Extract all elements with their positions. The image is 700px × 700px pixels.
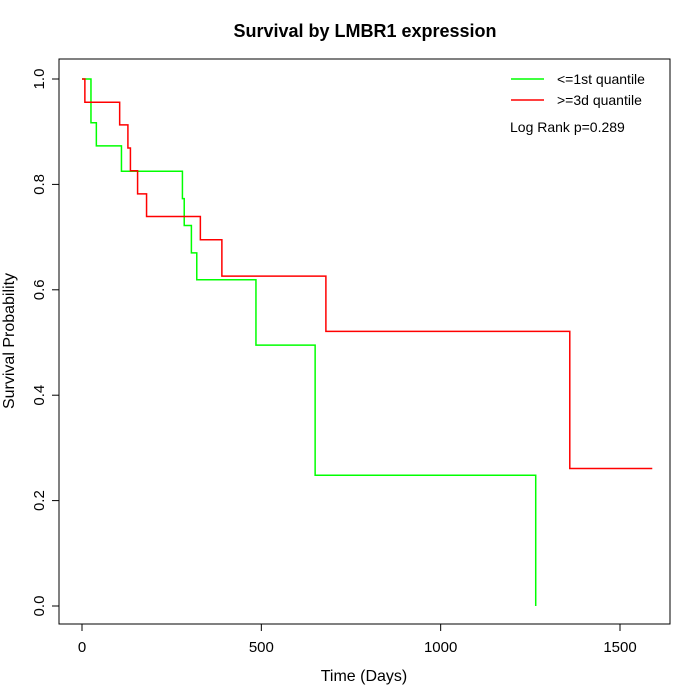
- x-tick-label: 1000: [424, 639, 457, 656]
- series-line-1: [82, 78, 537, 606]
- legend: <=1st quantile >=3d quantile: [511, 71, 645, 108]
- y-tick-label: 1.0: [31, 69, 48, 90]
- x-tick-label: 1500: [603, 639, 636, 656]
- plot-frame: [58, 58, 671, 625]
- y-tick-label: 0.6: [31, 279, 48, 300]
- y-axis-label: Survival Probability: [1, 273, 18, 409]
- legend-label-1: <=1st quantile: [557, 71, 645, 87]
- x-tick-label: 0: [78, 639, 86, 656]
- y-tick-label: 0.0: [31, 596, 48, 617]
- x-axis: 0 500 1000 1500: [78, 623, 637, 656]
- x-axis-label: Time (Days): [321, 668, 408, 685]
- y-axis: 0.0 0.2 0.4 0.6 0.8 1.0: [31, 69, 60, 617]
- y-tick-label: 0.4: [31, 385, 48, 406]
- series-line-2: [82, 78, 653, 470]
- y-tick-label: 0.2: [31, 490, 48, 511]
- legend-label-2: >=3d quantile: [557, 92, 642, 108]
- x-tick-label: 500: [249, 639, 274, 656]
- chart-title: Survival by LMBR1 expression: [233, 21, 496, 41]
- series-layer: [82, 78, 653, 606]
- y-tick-label: 0.8: [31, 174, 48, 195]
- log-rank-annotation: Log Rank p=0.289: [510, 119, 625, 135]
